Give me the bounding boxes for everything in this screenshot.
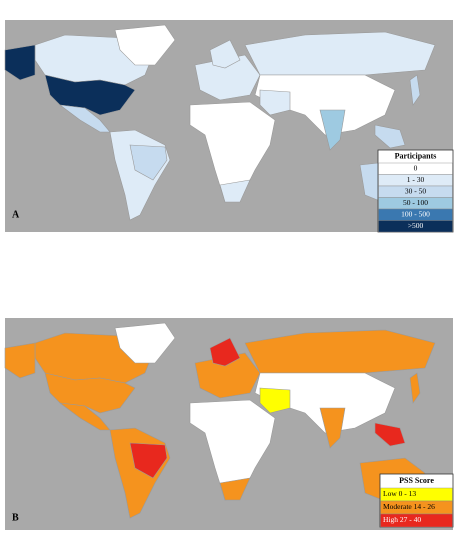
legend: Participants 0 1 - 30 30 - 50 50 - 100 100 - … — [377, 149, 454, 233]
europe — [194, 54, 261, 101]
legend-label: >500 — [408, 221, 424, 230]
legend-label: Moderate 14 - 26 — [383, 502, 435, 511]
europe — [194, 352, 261, 399]
japan — [409, 74, 421, 106]
legend-label: Low 0 - 13 — [383, 489, 416, 498]
brazil — [129, 144, 168, 181]
legend-label: High 27 - 40 — [383, 515, 421, 524]
south-africa — [219, 477, 251, 501]
south-africa — [219, 179, 251, 203]
usa — [44, 74, 136, 116]
middle-east — [259, 89, 291, 116]
brazil — [129, 442, 168, 479]
greenland — [114, 24, 176, 66]
southeast-asia — [374, 422, 406, 447]
legend-label: 30 - 50 — [405, 186, 426, 195]
scandinavia — [209, 39, 241, 69]
alaska — [4, 342, 36, 379]
legend-title: PSS Score — [399, 476, 434, 485]
scandinavia — [209, 337, 241, 367]
map-panel-a: A Participants 0 1 - 30 30 - 50 50 - 100 100 … — [4, 20, 454, 233]
usa — [44, 372, 136, 414]
japan — [409, 372, 421, 404]
legend: PSS Score Low 0 - 13 Moderate 14 - 26 High … — [379, 473, 454, 528]
legend-title: Participants — [395, 151, 437, 160]
panel-label: A — [12, 209, 20, 220]
southeast-asia — [374, 124, 406, 149]
legend-swatch — [378, 220, 453, 233]
india — [319, 407, 346, 449]
legend-label: 100 - 500 — [401, 209, 430, 218]
middle-east — [259, 387, 291, 414]
alaska — [4, 44, 36, 81]
legend-label: 1 - 30 — [407, 175, 425, 184]
panel-label: B — [12, 512, 19, 523]
legend-swatch — [380, 513, 453, 528]
legend-label: 50 - 100 — [403, 198, 428, 207]
legend-label: 0 — [414, 163, 418, 172]
greenland — [114, 322, 176, 364]
india — [319, 109, 346, 151]
map-panel-b: B PSS Score Low 0 - 13 Moderate 14 - 26 Hig… — [4, 318, 454, 530]
